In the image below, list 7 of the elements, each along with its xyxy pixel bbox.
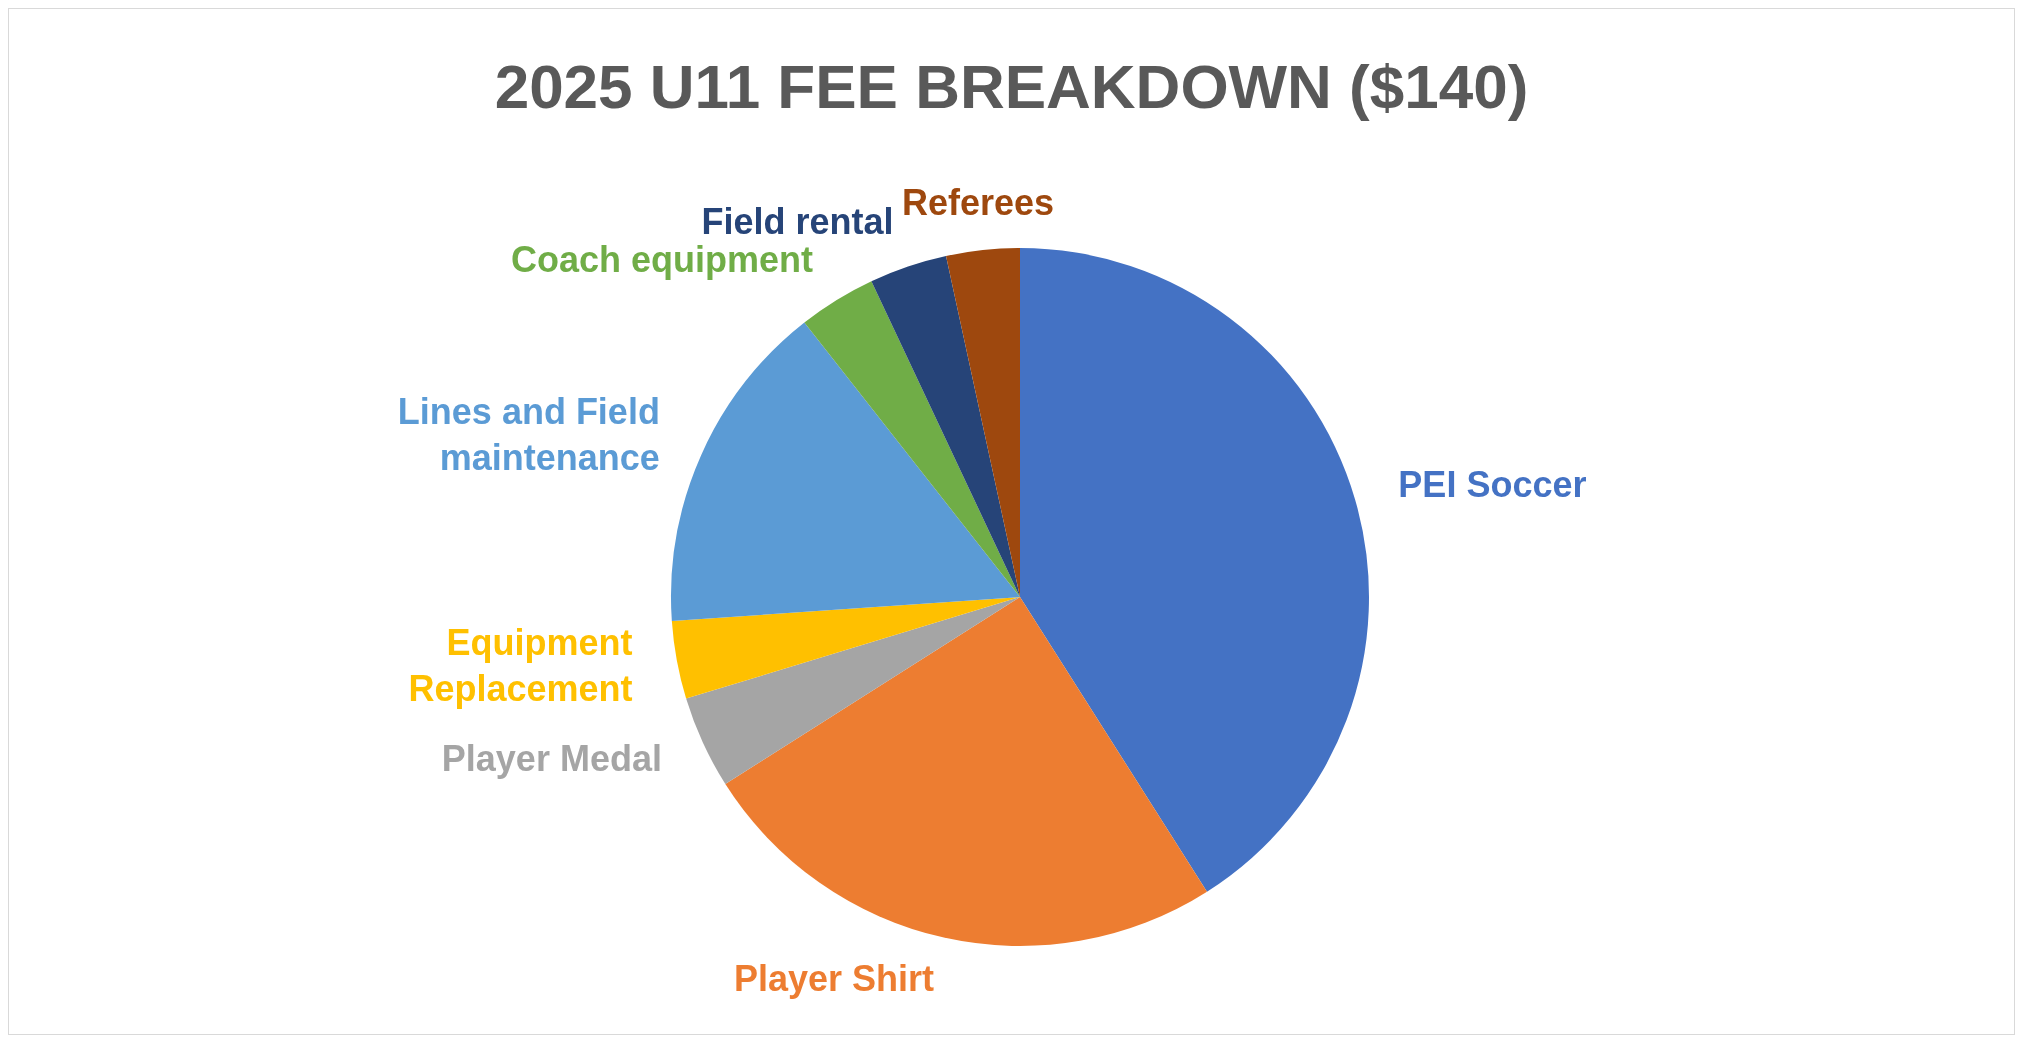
slice-label: Lines and Field maintenance — [397, 391, 660, 479]
chart-title: 2025 U11 FEE BREAKDOWN ($140) — [494, 52, 1529, 122]
slice-label: Equipment Replacement — [408, 622, 633, 710]
slice-label: Referees — [901, 182, 1055, 224]
slice-label: Player Shirt — [733, 958, 935, 1000]
slice-label: PEI Soccer — [1398, 464, 1587, 505]
slice-label: Player Medal — [441, 738, 662, 780]
